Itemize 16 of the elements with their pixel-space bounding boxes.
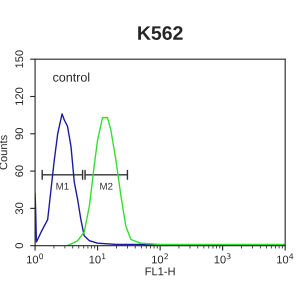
annotation: control bbox=[53, 72, 90, 82]
y-tick-label: 90 bbox=[15, 128, 24, 140]
chart-title: K562 bbox=[138, 26, 183, 40]
x-tick-label: 10$^{2}$ bbox=[152, 253, 168, 264]
series-label: M2 bbox=[100, 182, 113, 190]
y-tick-label: 0 bbox=[15, 243, 24, 248]
y-tick-label: 60 bbox=[15, 165, 24, 177]
y-tick-label: 150 bbox=[15, 50, 24, 68]
x-tick-label: 10$^{1}$ bbox=[90, 253, 106, 264]
x-tick-label: 10$^{4}$ bbox=[277, 253, 294, 264]
x-tick-label: 10$^{3}$ bbox=[214, 253, 231, 264]
x-axis-title: FL1-H bbox=[146, 268, 175, 276]
x-tick-label: 10$^{0}$ bbox=[27, 253, 44, 264]
series-label: M1 bbox=[56, 182, 69, 190]
y-tick-label: 30 bbox=[15, 202, 24, 214]
y-tick-label: 120 bbox=[15, 88, 24, 105]
